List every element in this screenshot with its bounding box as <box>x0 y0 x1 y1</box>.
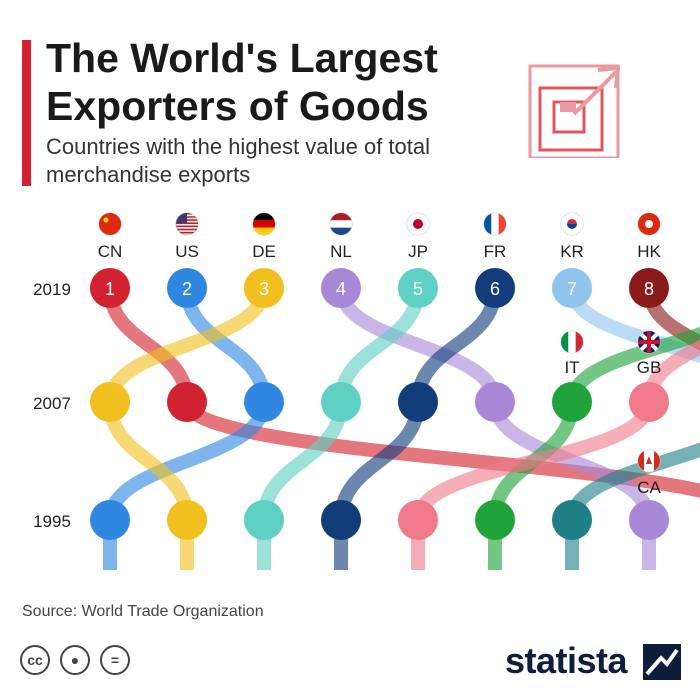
point-us-1995 <box>90 500 130 540</box>
country-label-it: IT <box>564 358 579 377</box>
year-label-2007: 2007 <box>33 394 71 413</box>
point-de-2007 <box>90 382 130 422</box>
country-label-us: US <box>175 242 199 261</box>
point-ca-1995 <box>552 500 592 540</box>
rank-points: 1 2 3 4 5 6 7 8 <box>90 268 669 540</box>
source-note: Source: World Trade Organization <box>22 603 264 620</box>
point-gb-2007 <box>629 382 669 422</box>
point-jp-1995 <box>244 500 284 540</box>
country-label-hk: HK <box>637 242 661 261</box>
country-label-jp: JP <box>408 242 428 261</box>
flag-it-icon <box>560 330 584 354</box>
late-entry-labels: IT GB CA <box>560 330 662 497</box>
point-it-2007 <box>552 382 592 422</box>
point-kr-2019 <box>552 268 592 308</box>
rank-label-4: 4 <box>336 279 346 299</box>
flag-nl-icon <box>329 212 353 236</box>
point-it-1995 <box>475 500 515 540</box>
point-nl-1995 <box>629 500 669 540</box>
flag-ca-icon <box>637 449 661 473</box>
brand-wordmark[interactable]: statista <box>505 640 628 681</box>
rank-label-8: 8 <box>644 279 654 299</box>
license-icons: cc ● = <box>20 645 130 675</box>
flag-kr-icon <box>560 212 584 236</box>
bump-chart: CN US DE NL JP FR KR HK 2019 2007 1995 1 2 3 4 5 6 7 8 I… <box>33 212 700 570</box>
point-jp-2007 <box>321 382 361 422</box>
year-label-1995: 1995 <box>33 512 71 531</box>
title-accent-bar <box>22 40 31 186</box>
point-cn-2019 <box>90 268 130 308</box>
no-derivatives-icon[interactable]: = <box>100 645 130 675</box>
series-line-ca <box>565 442 700 570</box>
point-us-2019 <box>167 268 207 308</box>
country-label-row: CN US DE NL JP FR KR HK <box>98 242 662 261</box>
flag-gb-icon <box>637 330 661 354</box>
country-label-ca: CA <box>637 478 661 497</box>
flag-fr-icon <box>483 212 507 236</box>
series-line-kr <box>565 281 700 364</box>
point-fr-1995 <box>321 500 361 540</box>
point-hk-2019 <box>629 268 669 308</box>
country-label-kr: KR <box>560 242 584 261</box>
export-box-icon <box>528 64 621 158</box>
point-fr-2019 <box>475 268 515 308</box>
rank-label-3: 3 <box>259 279 269 299</box>
flag-cn-icon <box>98 212 122 236</box>
country-label-nl: NL <box>330 242 352 261</box>
flag-us-icon <box>175 212 199 236</box>
flag-row <box>98 212 661 236</box>
series-line-cn <box>103 281 700 498</box>
series-line-hk <box>642 281 700 351</box>
flag-hk-icon <box>637 212 661 236</box>
point-nl-2019 <box>321 268 361 308</box>
rank-label-2: 2 <box>182 279 192 299</box>
flag-jp-icon <box>406 212 430 236</box>
rank-label-1: 1 <box>105 279 115 299</box>
point-jp-2019 <box>398 268 438 308</box>
attribution-icon[interactable]: ● <box>60 645 90 675</box>
point-nl-2007 <box>475 382 515 422</box>
point-cn-2007 <box>167 382 207 422</box>
year-label-2019: 2019 <box>33 280 71 299</box>
page-subtitle: Countries with the highest value of tota… <box>46 134 431 187</box>
point-gb-1995 <box>398 500 438 540</box>
creative-commons-icon[interactable]: cc <box>20 645 50 675</box>
point-de-2019 <box>244 268 284 308</box>
country-label-cn: CN <box>98 242 123 261</box>
country-label-fr: FR <box>484 242 507 261</box>
point-us-2007 <box>244 382 284 422</box>
statista-logo-icon <box>643 644 681 680</box>
country-label-de: DE <box>252 242 276 261</box>
rank-label-5: 5 <box>413 279 423 299</box>
point-de-1995 <box>167 500 207 540</box>
page-title: The World's Largest Exporters of Goods <box>46 35 438 129</box>
rank-label-6: 6 <box>490 279 500 299</box>
rank-label-7: 7 <box>567 279 577 299</box>
flag-de-icon <box>252 212 276 236</box>
country-label-gb: GB <box>637 358 662 377</box>
year-axis-labels: 2019 2007 1995 <box>33 280 71 531</box>
point-fr-2007 <box>398 382 438 422</box>
